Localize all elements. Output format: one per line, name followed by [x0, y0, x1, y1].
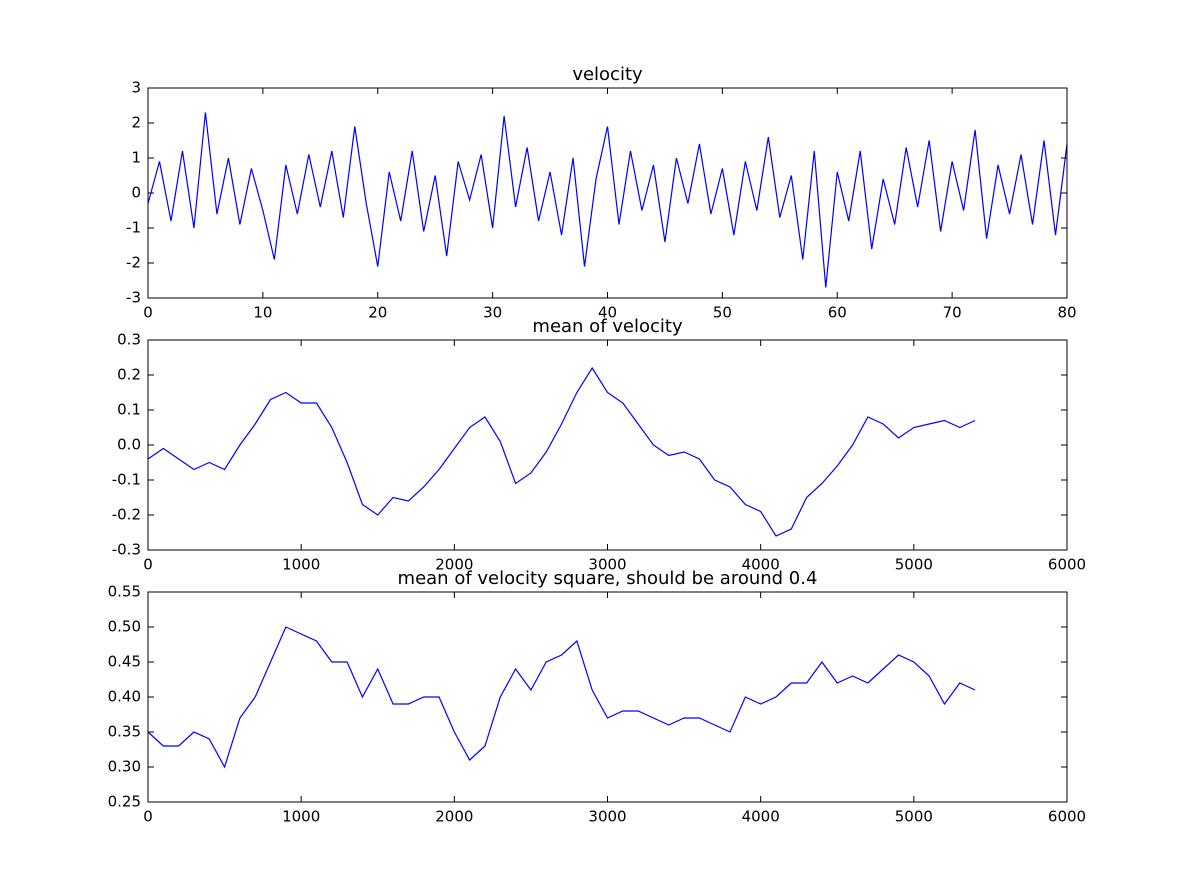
axes-frame: [147, 87, 1068, 299]
y-tick-label: 0.0: [117, 436, 141, 454]
x-tick-label: 6000: [1048, 808, 1086, 826]
chart-title: velocity: [572, 64, 643, 85]
y-tick-label: -3: [126, 289, 141, 307]
y-tick-label: -2: [126, 254, 141, 272]
x-tick-label: 3000: [588, 556, 626, 574]
y-tick-label: 0.35: [108, 723, 141, 741]
y-tick-label: 0.30: [108, 758, 141, 776]
chart-title: mean of velocity square, should be aroun…: [398, 568, 818, 589]
y-tick-label: 0.40: [108, 688, 141, 706]
x-tick-label: 4000: [742, 808, 780, 826]
data-line: [147, 366, 976, 537]
x-tick-label: 6000: [1048, 556, 1086, 574]
x-tick-label: 3000: [588, 808, 626, 826]
y-tick-label: 0.2: [117, 366, 141, 384]
x-tick-label: 40: [598, 304, 617, 322]
axes-frame: [147, 591, 1068, 803]
x-tick-label: 0: [143, 556, 153, 574]
x-tick-label: 4000: [742, 556, 780, 574]
y-tick-label: 3: [131, 79, 141, 97]
y-tick-label: 1: [131, 149, 141, 167]
y-tick-label: 0.3: [117, 331, 141, 349]
y-tick-label: 0: [131, 184, 141, 202]
data-line: [147, 626, 976, 769]
y-tick-label: 2: [131, 114, 141, 132]
y-tick-label: 0.1: [117, 401, 141, 419]
x-tick-label: 30: [483, 304, 502, 322]
x-tick-label: 50: [713, 304, 732, 322]
x-tick-label: 70: [943, 304, 962, 322]
x-tick-label: 80: [1057, 304, 1076, 322]
y-tick-label: 0.45: [108, 653, 141, 671]
x-tick-label: 60: [828, 304, 847, 322]
x-tick-label: 5000: [895, 808, 933, 826]
y-tick-label: -0.3: [112, 541, 141, 559]
x-tick-label: 20: [368, 304, 387, 322]
x-tick-label: 1000: [282, 808, 320, 826]
x-tick-label: 0: [143, 808, 153, 826]
x-tick-label: 2000: [435, 808, 473, 826]
chart-title: mean of velocity: [532, 316, 683, 337]
x-tick-label: 5000: [895, 556, 933, 574]
axes-frame: [147, 339, 1068, 551]
x-tick-label: 0: [143, 304, 153, 322]
y-tick-label: -0.1: [112, 471, 141, 489]
y-tick-label: 0.55: [108, 583, 141, 601]
y-tick-label: -0.2: [112, 506, 141, 524]
x-tick-label: 10: [253, 304, 272, 322]
y-tick-label: -1: [126, 219, 141, 237]
data-line: [147, 112, 1068, 288]
y-tick-label: 0.25: [108, 793, 141, 811]
x-tick-label: 2000: [435, 556, 473, 574]
x-tick-label: 1000: [282, 556, 320, 574]
y-tick-label: 0.50: [108, 618, 141, 636]
